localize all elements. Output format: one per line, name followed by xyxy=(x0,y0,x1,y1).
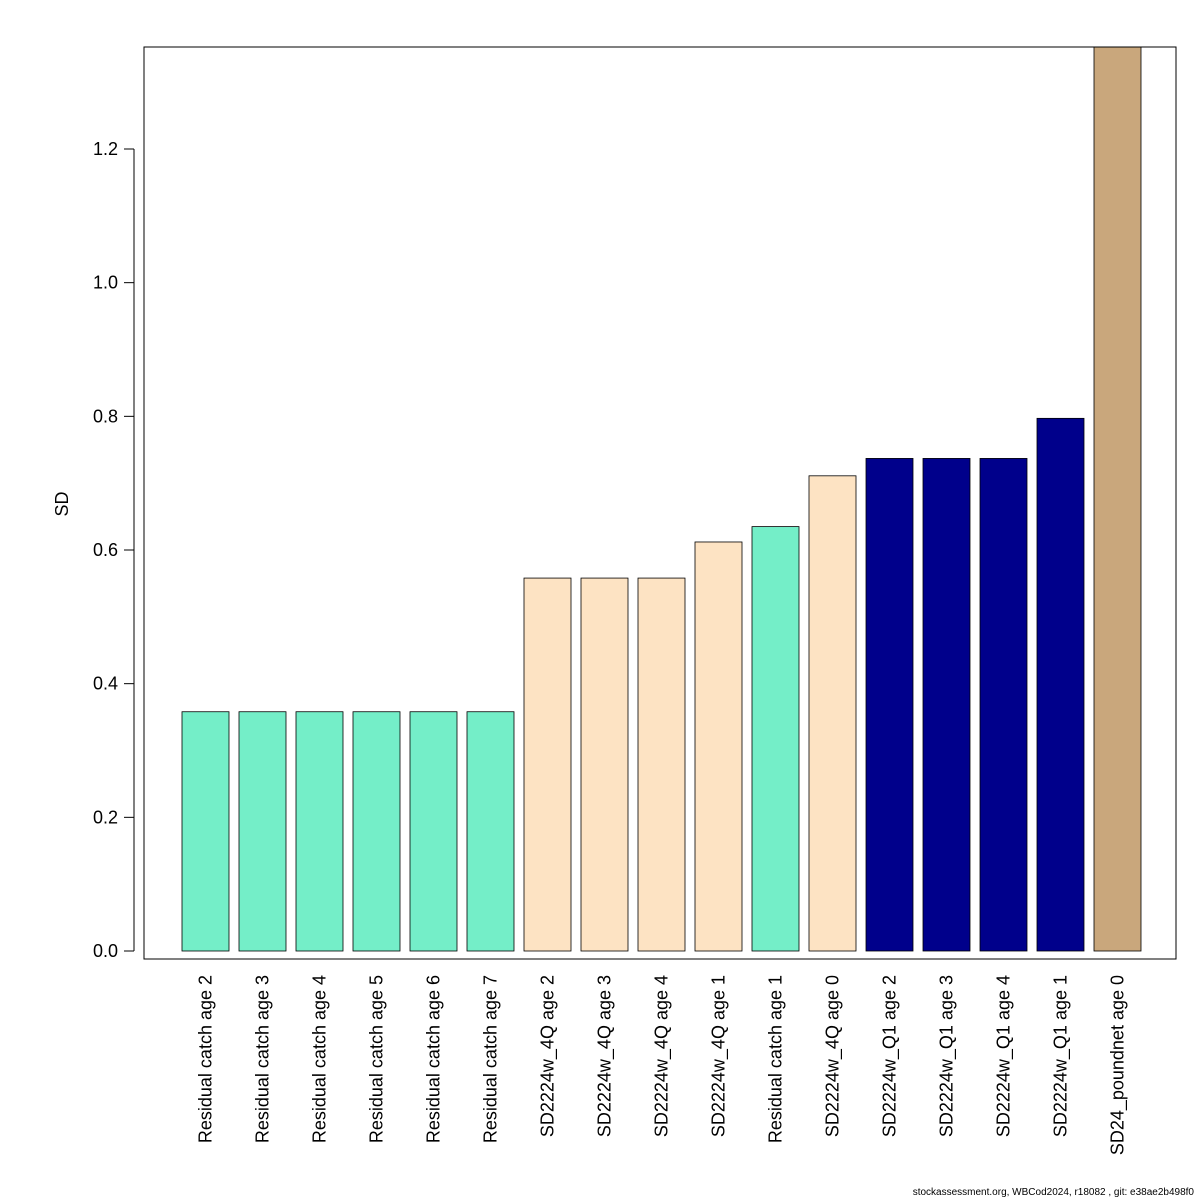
x-category-label: Residual catch age 2 xyxy=(196,975,216,1143)
bar-14 xyxy=(922,458,971,952)
x-category-label: Residual catch age 3 xyxy=(253,975,273,1143)
plot-frame xyxy=(143,46,1177,960)
bar-4 xyxy=(352,711,401,952)
x-category-label: SD2224w_Q1 age 4 xyxy=(994,975,1015,1137)
bars-group xyxy=(181,46,1142,952)
bar-8 xyxy=(580,577,629,952)
x-category-label: Residual catch age 7 xyxy=(481,975,501,1143)
bar-9 xyxy=(637,577,686,952)
x-category-label: Residual catch age 6 xyxy=(424,975,444,1143)
y-tick-label: 0.8 xyxy=(93,406,118,426)
bar-13 xyxy=(865,458,914,952)
x-axis-labels: Residual catch age 2 Residual catch age 3… xyxy=(196,975,1129,1155)
bar-2 xyxy=(238,711,287,952)
x-category-label: Residual catch age 5 xyxy=(367,975,387,1143)
bar-16 xyxy=(1036,417,1085,952)
x-category-label: SD2224w_Q1 age 2 xyxy=(880,975,901,1137)
bar-12 xyxy=(808,475,857,952)
y-tick-label: 0.4 xyxy=(93,674,118,694)
x-category-label: SD2224w_Q1 age 1 xyxy=(1051,975,1072,1137)
x-category-label: SD2224w_4Q age 1 xyxy=(709,975,730,1137)
bar-1 xyxy=(181,711,230,952)
x-category-label: SD2224w_4Q age 4 xyxy=(652,975,673,1137)
y-tick-label: 0.6 xyxy=(93,540,118,560)
y-tick-label: 1.0 xyxy=(93,273,118,293)
x-category-label: SD2224w_4Q age 0 xyxy=(823,975,844,1137)
y-tick-label: 0.2 xyxy=(93,807,118,827)
bar-11 xyxy=(751,526,800,952)
bar-5 xyxy=(409,711,458,952)
x-category-label: Residual catch age 1 xyxy=(766,975,786,1143)
x-category-label: Residual catch age 4 xyxy=(310,975,330,1143)
y-tick-label: 0.0 xyxy=(93,941,118,961)
y-tick-label: 1.2 xyxy=(93,139,118,159)
x-category-label: SD24_poundnet age 0 xyxy=(1108,975,1129,1155)
x-category-label: SD2224w_4Q age 3 xyxy=(595,975,616,1137)
x-category-label: SD2224w_4Q age 2 xyxy=(538,975,559,1137)
bar-3 xyxy=(295,711,344,952)
footer-credit: stockassessment.org, WBCod2024, r18082 ,… xyxy=(912,1187,1194,1198)
y-axis-label: SD xyxy=(52,491,72,516)
bar-6 xyxy=(466,711,515,952)
bar-7 xyxy=(523,577,572,952)
bar-17 xyxy=(1093,46,1142,952)
bar-15 xyxy=(979,458,1028,952)
bar-10 xyxy=(694,541,743,952)
x-category-label: SD2224w_Q1 age 3 xyxy=(937,975,958,1137)
y-axis: 0.0 0.2 0.4 0.6 0.8 1.0 1.2 xyxy=(93,139,135,961)
